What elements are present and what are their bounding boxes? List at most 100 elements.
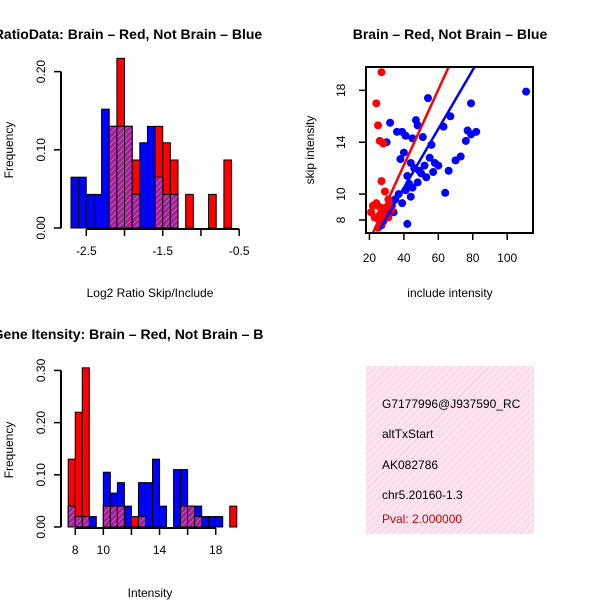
intensity-hist-bar-overlap-16 bbox=[180, 505, 189, 528]
intensity-hist-bar-blue-15 bbox=[173, 469, 182, 528]
scatter-point-blue-33 bbox=[406, 192, 415, 201]
ratio-hist-bar-overlap-12 bbox=[162, 193, 171, 229]
scatter-point-blue-38 bbox=[441, 188, 450, 197]
ratio-hist-bar-blue-4 bbox=[101, 108, 110, 229]
scatter-point-blue-41 bbox=[456, 152, 465, 161]
info-panel: G7177996@J937590_RC altTxStart AK082786 … bbox=[366, 366, 534, 534]
info-location: chr5.20160-1.3 bbox=[382, 488, 463, 502]
ratio-hist-bars bbox=[70, 57, 233, 229]
intensity-hist-bar-overlap-5 bbox=[102, 505, 111, 528]
scatter-point-red-1 bbox=[372, 99, 381, 108]
intensity-hist-bar-blue-3 bbox=[88, 516, 97, 528]
intensity-hist-y-tick-label-2: 0.20 bbox=[34, 411, 48, 435]
intensity-histogram: Gene Itensity: Brain – Red, Not Brain – … bbox=[0, 326, 263, 600]
scatter-x-tick-label-0: 20 bbox=[363, 251, 377, 265]
ratio-hist-bar-overlap-7 bbox=[124, 125, 133, 229]
scatter-trendlines bbox=[371, 67, 476, 233]
intensity-hist-bar-overlap-0 bbox=[67, 505, 76, 528]
scatter-point-red-0 bbox=[377, 68, 386, 77]
scatter-point-blue-22 bbox=[408, 183, 417, 192]
scatter-x-tick-label-2: 60 bbox=[432, 251, 446, 265]
info-accession: AK082786 bbox=[382, 458, 438, 472]
scatter-trendline-red bbox=[371, 67, 450, 233]
intensity-hist-bar-blue-13 bbox=[159, 505, 168, 528]
ratio-hist-bar-blue-2 bbox=[85, 193, 95, 229]
info-pval: Pval: 2.000000 bbox=[382, 512, 462, 526]
scatter-x-tick-label-4: 100 bbox=[497, 251, 517, 265]
ratio-hist-bar-blue-1 bbox=[78, 176, 87, 229]
scatter-y-tick-label-1: 10 bbox=[334, 187, 348, 201]
ratio-hist-x-tick-label-4: -0.5 bbox=[229, 244, 250, 258]
intensity-hist-y-tick-label-1: 0.10 bbox=[34, 463, 48, 487]
scatter-point-blue-37 bbox=[434, 161, 443, 170]
scatter-point-blue-46 bbox=[467, 99, 476, 108]
ratio-hist-bar-red-8 bbox=[208, 193, 217, 229]
intensity-hist-y-tick-label-3: 0.30 bbox=[34, 358, 48, 382]
intensity-hist-y-tick-label-0: 0.00 bbox=[34, 515, 48, 539]
intensity-hist-title: Gene Itensity: Brain – Red, Not Brain – … bbox=[0, 326, 263, 342]
ratio-hist-xlabel: Log2 Ratio Skip/Include bbox=[87, 286, 214, 300]
scatter-point-blue-17 bbox=[425, 153, 434, 162]
ratio-hist-bar-overlap-13 bbox=[169, 193, 179, 229]
ratio-histogram: RatioData: Brain – Red, Not Brain – Blue… bbox=[0, 26, 262, 300]
scatter-point-blue-45 bbox=[472, 127, 481, 136]
intensity-hist-bar-overlap-10 bbox=[137, 516, 146, 528]
scatter-ylabel: skip intensity bbox=[303, 116, 317, 185]
scatter-point-blue-7 bbox=[413, 121, 422, 130]
ratio-hist-bar-overlap-11 bbox=[154, 176, 164, 229]
ratio-hist-y-tick-label-1: 0.10 bbox=[34, 138, 48, 162]
scatter-point-blue-11 bbox=[396, 155, 405, 164]
scatter-frame bbox=[365, 66, 534, 234]
scatter-point-blue-3 bbox=[401, 131, 410, 140]
scatter-point-blue-6 bbox=[423, 94, 432, 103]
scatter-point-red-2 bbox=[374, 121, 383, 130]
scatter-y-tick-label-2: 14 bbox=[334, 135, 348, 149]
scatter-point-blue-15 bbox=[420, 161, 429, 170]
scatter-xlabel: include intensity bbox=[407, 286, 492, 300]
scatter-point-red-18 bbox=[375, 203, 384, 212]
ratio-hist-title: RatioData: Brain – Red, Not Brain – Blue bbox=[0, 26, 262, 42]
ratio-hist-bar-overlap-5 bbox=[108, 125, 118, 229]
ratio-hist-y-tick-label-0: 0.00 bbox=[34, 216, 48, 240]
intensity-hist-xlabel: Intensity bbox=[128, 586, 173, 600]
intensity-hist-bar-red-11 bbox=[229, 505, 238, 528]
intensity-hist-bar-overlap-1 bbox=[74, 516, 83, 528]
intensity-hist-axes: 8 10 14 18 0.00 0.10 0.20 0.30 bbox=[34, 358, 223, 557]
scatter-point-blue-36 bbox=[429, 168, 438, 177]
ratio-hist-bar-blue-9 bbox=[139, 142, 148, 229]
intensity-hist-bar-red-6 bbox=[130, 516, 139, 528]
scatter-axes: 20 40 60 80 100 8 10 14 18 bbox=[334, 83, 518, 265]
intensity-hist-bar-blue-8 bbox=[123, 505, 132, 528]
scatter-point-blue-32 bbox=[398, 199, 407, 208]
scatter-point-blue-34 bbox=[413, 178, 422, 187]
intensity-hist-bar-overlap-17 bbox=[187, 505, 196, 528]
ratio-hist-bar-blue-3 bbox=[93, 193, 103, 229]
intensity-hist-bar-blue-19 bbox=[201, 516, 210, 528]
intensity-hist-x-tick-label-3: 14 bbox=[153, 543, 167, 557]
intensity-hist-bar-blue-12 bbox=[152, 458, 161, 528]
scatter-trendline-blue bbox=[378, 67, 476, 230]
scatter-point-blue-42 bbox=[461, 136, 470, 145]
info-panel-background bbox=[366, 366, 534, 534]
intensity-scatter: Brain – Red, Not Brain – Blue 20 40 60 80 10… bbox=[303, 26, 547, 300]
scatter-x-tick-label-3: 80 bbox=[466, 251, 480, 265]
scatter-point-blue-47 bbox=[446, 112, 455, 121]
ratio-hist-ylabel: Frequency bbox=[2, 122, 16, 179]
scatter-point-blue-8 bbox=[418, 133, 427, 142]
intensity-hist-bar-blue-11 bbox=[144, 482, 154, 528]
ratio-hist-bar-red-7 bbox=[185, 193, 194, 229]
intensity-hist-ylabel: Frequency bbox=[2, 422, 16, 479]
intensity-hist-bar-overlap-2 bbox=[81, 516, 90, 528]
scatter-point-red-5 bbox=[377, 177, 386, 186]
scatter-point-blue-49 bbox=[522, 87, 531, 96]
scatter-point-blue-35 bbox=[417, 169, 426, 178]
ratio-hist-x-tick-label-2: -1.5 bbox=[152, 244, 173, 258]
ratio-hist-x-tick-label-0: -2.5 bbox=[76, 244, 97, 258]
intensity-hist-bar-blue-21 bbox=[215, 516, 224, 528]
scatter-point-blue-39 bbox=[444, 166, 453, 175]
intensity-hist-x-tick-label-0: 8 bbox=[72, 543, 79, 557]
intensity-hist-bar-red-1 bbox=[74, 411, 83, 528]
scatter-y-tick-label-0: 8 bbox=[334, 216, 348, 223]
intensity-hist-bar-overlap-18 bbox=[194, 516, 203, 528]
